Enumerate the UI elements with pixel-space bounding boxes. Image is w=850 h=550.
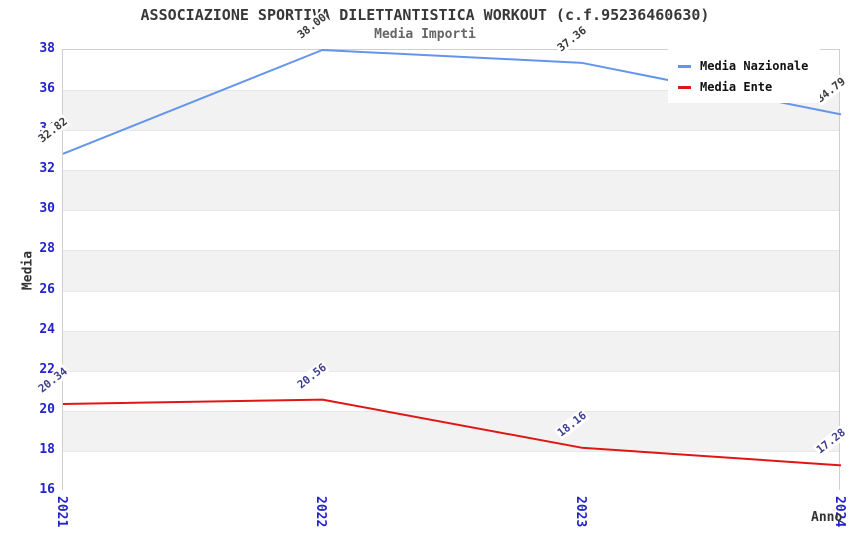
line-media-ente — [62, 398, 842, 467]
legend-label: Media Ente — [700, 80, 773, 94]
grid-band — [63, 450, 839, 491]
legend-item-media-nazionale: Media Nazionale — [678, 59, 808, 73]
x-tick-label: 2023 — [572, 496, 588, 528]
legend-item-media-ente: Media Ente — [678, 80, 808, 94]
gridline — [63, 410, 839, 412]
y-tick-label: 16 — [39, 482, 55, 497]
y-tick-label: 30 — [39, 201, 55, 217]
gridline — [63, 330, 839, 332]
y-tick-label: 28 — [39, 241, 55, 257]
y-tick-label: 36 — [39, 81, 55, 97]
chart-subtitle: Media Importi — [374, 27, 476, 42]
y-tick-label: 18 — [39, 441, 55, 457]
grid-band — [63, 130, 839, 171]
plot-area — [62, 49, 842, 491]
x-tick-label: 2021 — [54, 496, 69, 528]
grid-band — [63, 370, 839, 411]
gridline — [63, 170, 839, 172]
grid-band — [63, 290, 839, 331]
gridline — [63, 290, 839, 292]
gridline — [63, 130, 839, 132]
y-tick-label: 20 — [39, 401, 55, 417]
y-tick-label: 38 — [39, 41, 55, 56]
legend-line-swatch — [678, 85, 691, 89]
gridline — [63, 210, 839, 212]
gridline — [63, 250, 839, 252]
grid-band — [63, 210, 839, 251]
legend-line-swatch — [678, 64, 691, 68]
chart-title: ASSOCIAZIONE SPORTIVA DILETTANTISTICA WO… — [140, 6, 710, 24]
grid-band — [63, 250, 839, 291]
y-tick-label: 26 — [39, 281, 55, 297]
gridline — [63, 370, 839, 372]
legend: Media Nazionale Media Ente — [668, 48, 821, 103]
gridline — [63, 450, 839, 452]
legend-label: Media Nazionale — [700, 59, 809, 73]
grid-band — [63, 410, 839, 451]
x-axis-title: Anno — [811, 510, 843, 525]
y-axis-title: Media — [20, 250, 36, 291]
x-tick-label: 2022 — [313, 496, 329, 528]
y-tick-label: 24 — [39, 321, 55, 337]
y-tick-label: 32 — [39, 161, 55, 177]
grid-band — [63, 170, 839, 211]
gridline — [63, 90, 839, 92]
grid-band — [63, 330, 839, 371]
